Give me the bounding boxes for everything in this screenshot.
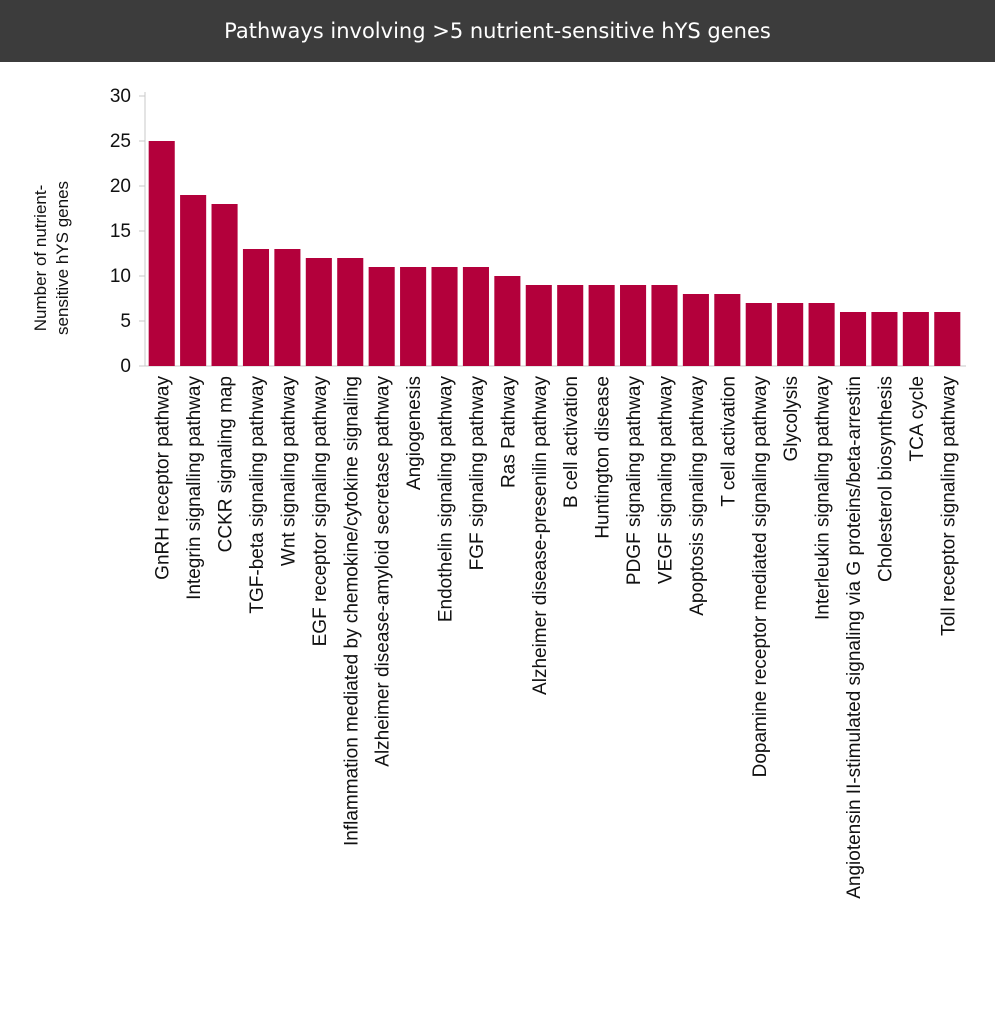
bar xyxy=(431,267,458,366)
x-category-label: VEGF signaling pathway xyxy=(655,376,676,585)
x-category-label: CCKR signaling map xyxy=(216,376,237,552)
x-category-label: Wnt signaling pathway xyxy=(278,376,299,567)
x-category-label: Glycolysis xyxy=(781,376,802,462)
bar xyxy=(871,312,898,366)
x-category-label: Angiotensin II-stimulated signaling via … xyxy=(844,376,865,899)
bar xyxy=(337,258,364,366)
x-category-label: TGF-beta signaling pathway xyxy=(247,376,268,614)
bar xyxy=(400,267,427,366)
bar xyxy=(682,294,709,366)
bar xyxy=(934,312,961,366)
bar xyxy=(620,285,647,366)
bar xyxy=(368,267,395,366)
y-tick-label: 0 xyxy=(120,356,131,377)
y-tick-label: 25 xyxy=(110,131,131,152)
x-category-label: Huntington disease xyxy=(593,376,614,539)
y-axis-title-line-1: Number of nutrient- xyxy=(31,185,50,331)
bar xyxy=(557,285,584,366)
bar xyxy=(462,267,489,366)
bar xyxy=(148,141,175,366)
bar xyxy=(211,204,238,366)
bar xyxy=(305,258,332,366)
y-tick-label: 30 xyxy=(110,86,131,107)
bar xyxy=(714,294,741,366)
bar xyxy=(494,276,521,366)
x-category-labels: GnRH receptor pathway Integrin signalling… xyxy=(153,376,960,899)
y-tick-label: 5 xyxy=(120,311,131,332)
x-category-label: GnRH receptor pathway xyxy=(153,376,174,580)
x-category-label: FGF signaling pathway xyxy=(467,376,488,571)
x-category-label: Ras Pathway xyxy=(498,376,519,488)
y-tick-label: 10 xyxy=(110,266,131,287)
x-category-label: Cholesterol biosynthesis xyxy=(875,376,896,582)
bar xyxy=(651,285,678,366)
y-axis-title: Number of nutrient- sensitive hYS genes xyxy=(31,181,72,335)
bar xyxy=(839,312,867,366)
bar xyxy=(525,285,552,366)
x-category-label: Inflammation mediated by chemokine/cytok… xyxy=(341,376,362,846)
bars xyxy=(148,141,961,366)
x-category-label: Angiogenesis xyxy=(404,376,425,490)
x-category-label: Interleukin signaling pathway xyxy=(813,376,834,620)
x-category-label: Endothelin signaling pathway xyxy=(436,376,457,623)
x-category-label: B cell activation xyxy=(561,376,582,508)
x-category-label: TCA cycle xyxy=(907,376,928,462)
bar xyxy=(274,249,301,366)
y-tick-label: 20 xyxy=(110,176,131,197)
bar-chart: Number of nutrient- sensitive hYS genes … xyxy=(31,86,966,899)
bar xyxy=(180,195,207,366)
y-axis-title-line-2: sensitive hYS genes xyxy=(53,181,72,335)
bar xyxy=(777,303,804,366)
bar xyxy=(588,285,615,366)
x-category-label: Apoptosis signaling pathway xyxy=(687,376,708,616)
chart-title: Pathways involving >5 nutrient-sensitive… xyxy=(224,19,771,43)
x-category-label: Dopamine receptor mediated signaling pat… xyxy=(750,376,771,778)
chart-title-banner: Pathways involving >5 nutrient-sensitive… xyxy=(0,0,995,62)
x-category-label: Toll receptor signaling pathway xyxy=(938,376,959,636)
x-category-label: Alzheimer disease-amyloid secretase path… xyxy=(373,376,394,767)
x-category-label: EGF receptor signaling pathway xyxy=(310,376,331,647)
bar xyxy=(745,303,772,366)
bar xyxy=(902,312,929,366)
x-category-label: Integrin signalling pathway xyxy=(184,376,205,600)
bar xyxy=(242,249,270,366)
x-category-label: PDGF signaling pathway xyxy=(624,376,645,586)
x-category-label: T cell activation xyxy=(718,376,739,507)
bar xyxy=(808,303,835,366)
y-ticks: 0 5 10 15 20 25 30 xyxy=(110,86,145,377)
x-category-label: Alzheimer disease-presenilin pathway xyxy=(530,376,551,695)
y-tick-label: 15 xyxy=(110,221,131,242)
